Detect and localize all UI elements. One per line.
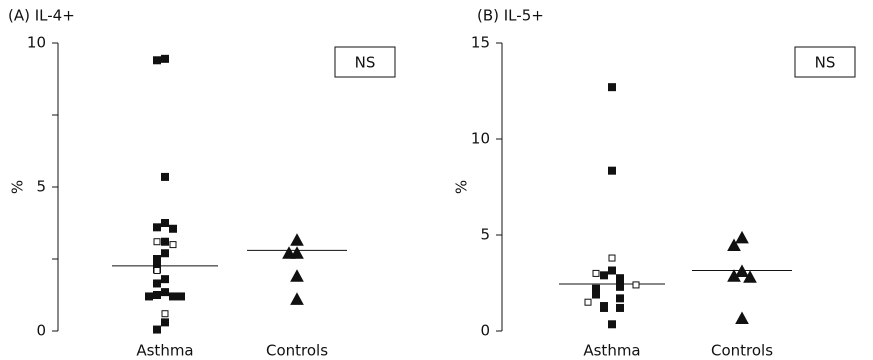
square-point [592,269,600,277]
square-point [161,318,169,327]
square-point [584,298,592,306]
square-point [161,172,169,181]
triangle-point [727,269,741,282]
y-axis-label: % [453,180,471,194]
square-point [608,166,616,175]
triangle-point [743,270,757,283]
square-point [161,249,169,258]
square-point [153,257,161,266]
chart-title: (A) IL-4+ [8,7,75,25]
square-point [616,294,624,303]
square-point [161,275,169,284]
y-tick-label: 5 [480,226,490,244]
square-point [592,290,600,299]
y-tick-label: 5 [36,178,46,196]
x-tick-label: Controls [266,342,328,360]
annotation-box [794,46,856,78]
square-point [161,54,169,63]
square-point [153,279,161,288]
square-point [600,303,608,312]
square-point [161,219,169,227]
triangle-point [735,264,749,277]
triangle-point [290,233,304,246]
square-point [600,271,608,280]
triangle-point [290,269,304,282]
triangle-point [290,292,304,305]
triangle-point [735,230,749,244]
square-point [632,281,640,289]
square-point [608,320,616,329]
square-point [616,282,624,291]
square-point [161,237,169,246]
square-point [616,303,624,312]
square-point [153,223,161,232]
y-tick-label: 0 [36,322,46,340]
square-point [169,224,177,233]
x-tick-label: Controls [711,342,773,360]
x-tick-label: Asthma [136,342,193,360]
square-point [177,292,185,301]
y-tick-label: 15 [471,34,490,52]
x-tick-label: Asthma [583,342,640,360]
square-point [153,238,161,246]
square-point [145,292,153,301]
square-point [161,288,169,297]
square-point [169,292,177,301]
y-axis-label: % [9,180,27,194]
square-point [608,254,616,262]
triangle-point [727,238,741,252]
square-point [608,83,616,92]
annotation: NS [355,54,376,72]
square-point [608,266,616,275]
triangle-point [282,246,296,259]
y-tick-label: 10 [27,34,46,52]
y-tick-label: 10 [471,130,490,148]
square-point [169,241,177,249]
triangle-point [735,311,749,325]
square-point [153,267,161,275]
square-point [153,56,161,65]
square-point [161,310,169,318]
annotation-box [334,46,396,78]
square-point [153,325,161,334]
chart-title: (B) IL-5+ [477,7,544,25]
annotation: NS [815,54,836,72]
square-point [153,291,161,299]
y-tick-label: 0 [480,322,490,340]
